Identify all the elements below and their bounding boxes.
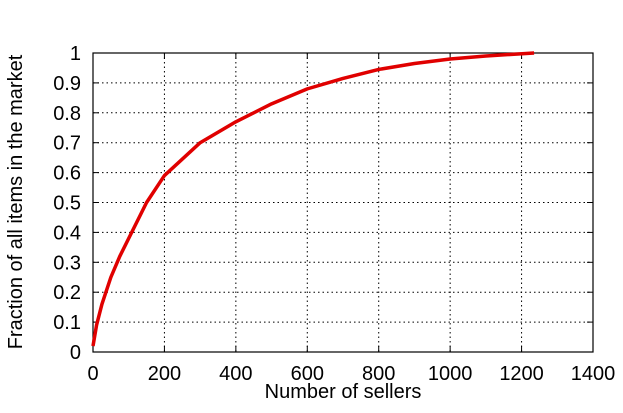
data-line <box>91 51 535 347</box>
x-axis-label: Number of sellers <box>265 381 422 403</box>
y-tick-label: 1 <box>70 43 81 65</box>
x-tick-label: 1000 <box>428 363 473 385</box>
y-tick-label: 0.5 <box>53 193 81 215</box>
y-tick-label: 0.8 <box>53 103 81 125</box>
x-tick-label: 1400 <box>571 363 616 385</box>
y-tick-label: 0.7 <box>53 133 81 155</box>
y-tick-label: 0.3 <box>53 252 81 274</box>
y-axis-label: Fraction of all items in the market <box>5 54 27 349</box>
y-tick-label: 0 <box>70 342 81 364</box>
x-tick-label: 800 <box>362 363 395 385</box>
x-tick-label: 1200 <box>499 363 544 385</box>
y-tick-label: 0.9 <box>53 73 81 95</box>
x-tick-label: 0 <box>87 363 98 385</box>
x-tick-label: 400 <box>219 363 252 385</box>
x-tick-label: 600 <box>291 363 324 385</box>
y-tick-label: 0.4 <box>53 222 81 244</box>
y-tick-label: 0.1 <box>53 312 81 334</box>
x-tick-label: 200 <box>148 363 181 385</box>
plot-frame <box>92 52 594 353</box>
y-tick-label: 0.6 <box>53 163 81 185</box>
y-tick-label: 0.2 <box>53 282 81 304</box>
